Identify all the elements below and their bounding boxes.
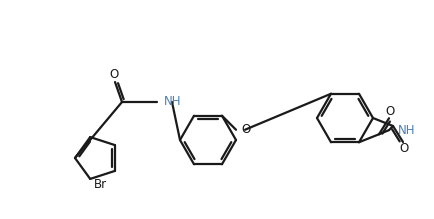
Text: O: O [109,67,118,81]
Text: O: O [398,143,408,155]
Text: NH: NH [397,124,414,137]
Text: O: O [240,123,250,136]
Text: NH: NH [164,95,181,108]
Text: O: O [385,105,394,118]
Text: Br: Br [94,178,107,191]
